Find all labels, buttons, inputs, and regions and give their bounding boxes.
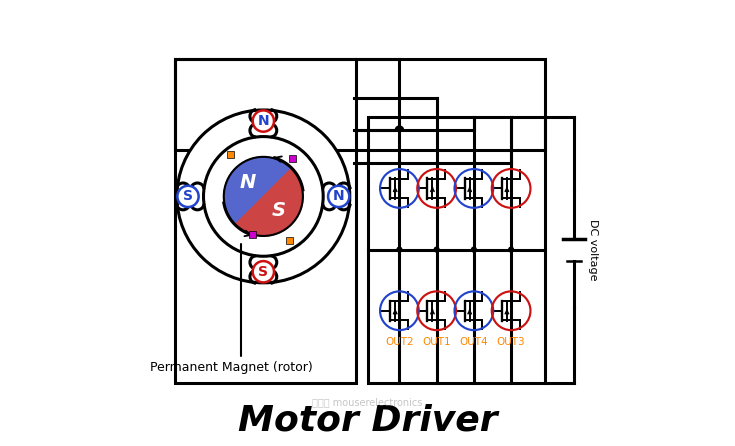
Circle shape <box>471 247 477 253</box>
Text: OUT3: OUT3 <box>497 337 526 347</box>
Circle shape <box>253 111 274 132</box>
Bar <box>289 155 295 162</box>
Text: S: S <box>272 201 286 220</box>
Text: Motor Driver: Motor Driver <box>237 403 498 437</box>
Text: S: S <box>258 265 268 279</box>
Circle shape <box>328 186 349 207</box>
Bar <box>248 231 256 238</box>
Text: OUT1: OUT1 <box>423 337 451 347</box>
Circle shape <box>396 247 403 253</box>
Text: DC voltage: DC voltage <box>588 219 598 281</box>
Text: N: N <box>333 190 345 203</box>
Text: OUT4: OUT4 <box>459 337 488 347</box>
Text: Permanent Magnet (rotor): Permanent Magnet (rotor) <box>151 244 313 375</box>
Text: OUT2: OUT2 <box>385 337 414 347</box>
Circle shape <box>177 110 350 283</box>
Text: N: N <box>240 173 256 192</box>
Bar <box>287 237 293 244</box>
Polygon shape <box>235 169 303 236</box>
Text: N: N <box>257 114 269 128</box>
Circle shape <box>177 186 198 207</box>
Bar <box>226 151 234 158</box>
Text: S: S <box>183 190 193 203</box>
Circle shape <box>253 261 274 282</box>
Circle shape <box>508 247 514 253</box>
Circle shape <box>204 136 323 256</box>
Text: 微信号 mouserelectronics: 微信号 mouserelectronics <box>312 397 423 408</box>
Circle shape <box>434 247 440 253</box>
Polygon shape <box>223 157 291 224</box>
